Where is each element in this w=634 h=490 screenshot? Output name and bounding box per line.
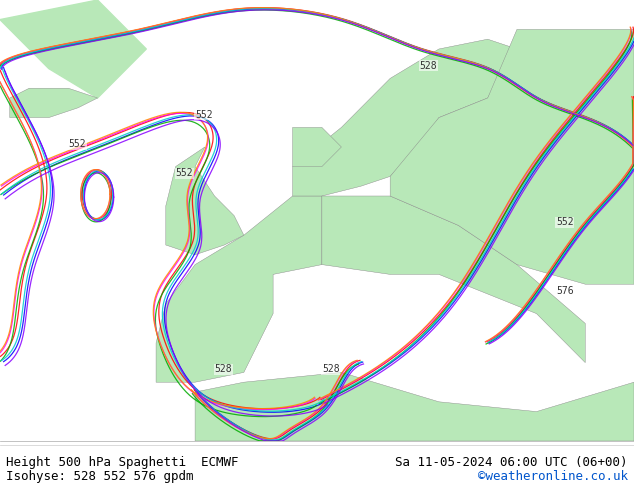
- Text: Sa 11-05-2024 06:00 UTC (06+00): Sa 11-05-2024 06:00 UTC (06+00): [395, 456, 628, 469]
- Text: Height 500 hPa Spaghetti  ECMWF: Height 500 hPa Spaghetti ECMWF: [6, 456, 239, 469]
- Text: 552: 552: [176, 169, 193, 178]
- Polygon shape: [0, 0, 146, 98]
- Text: 528: 528: [214, 365, 232, 374]
- Text: Isohyse: 528 552 576 gpdm: Isohyse: 528 552 576 gpdm: [6, 469, 194, 483]
- Text: ©weatheronline.co.uk: ©weatheronline.co.uk: [477, 469, 628, 483]
- Text: 552: 552: [556, 218, 574, 227]
- Text: 528: 528: [322, 365, 339, 374]
- Text: 552: 552: [195, 110, 212, 120]
- Text: 576: 576: [556, 286, 574, 296]
- Text: 552: 552: [68, 139, 86, 149]
- Text: 528: 528: [420, 61, 437, 71]
